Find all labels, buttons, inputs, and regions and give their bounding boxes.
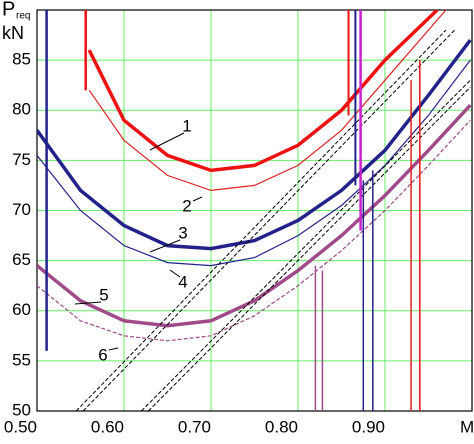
leader-line (74, 301, 102, 305)
annotation: 3 (178, 223, 187, 242)
leader-line (169, 269, 181, 278)
curve (37, 119, 471, 342)
series-group (37, 10, 472, 411)
x-tick-label: 0.70 (178, 417, 211, 436)
curve (88, 10, 447, 192)
curve (37, 39, 472, 251)
x-tick-label: 0.50 (4, 417, 37, 436)
x-tick-label: 0.80 (265, 417, 298, 436)
y-axis-label-sub: req (16, 11, 30, 22)
annotation: 5 (99, 285, 108, 304)
y-tick-label: 75 (12, 150, 31, 169)
leader-line (108, 347, 119, 351)
y-axis-unit: kN (2, 23, 24, 43)
y-tick-label: 70 (12, 200, 31, 219)
annotation: 2 (182, 196, 191, 215)
leader-line (149, 239, 181, 253)
leader-line (149, 132, 185, 151)
curve (75, 29, 447, 411)
plot-frame (36, 9, 473, 412)
leader-line (192, 196, 203, 202)
y-tick-label: 60 (12, 300, 31, 319)
y-tick-label: 50 (12, 400, 31, 419)
y-tick-label: 55 (12, 350, 31, 369)
y-axis-label: P (2, 0, 15, 20)
y-tick-label: 80 (12, 100, 31, 119)
curve (87, 10, 439, 173)
y-tick-label: 65 (12, 250, 31, 269)
curve (37, 59, 471, 267)
curve (82, 29, 455, 411)
y-tick-label: 85 (12, 50, 31, 69)
annotation: 6 (98, 345, 107, 364)
curve (37, 104, 472, 328)
annotation: 1 (182, 116, 191, 135)
curve (148, 86, 471, 411)
x-tick-label: 0.90 (352, 417, 385, 436)
annotation: 4 (178, 272, 187, 291)
x-tick-label: 0.60 (91, 417, 124, 436)
x-axis-label: M (460, 417, 474, 436)
